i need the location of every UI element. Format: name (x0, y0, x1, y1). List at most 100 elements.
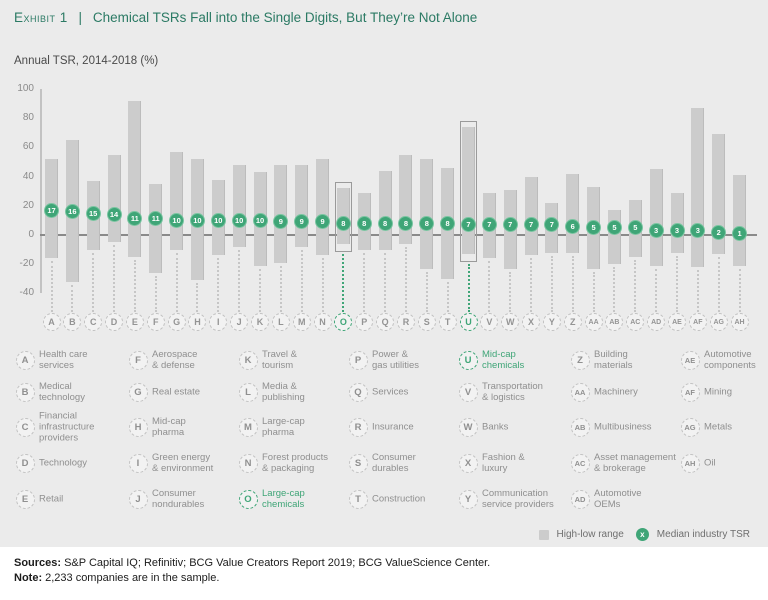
key-letter-w: W (458, 417, 478, 437)
leader-line-ad (655, 268, 658, 312)
key-label-y: Communication service providers (482, 488, 554, 510)
range-bar-l (274, 164, 288, 263)
range-bar-ad (649, 169, 663, 266)
key-letter-ab: AB (570, 417, 590, 437)
leader-line-q (384, 252, 387, 312)
median-badge-ah: 1 (732, 226, 748, 242)
footer: Sources: S&P Capital IQ; Refinitiv; BCG V… (0, 547, 768, 600)
category-letter-i: I (209, 313, 228, 331)
y-axis-tick-label: -40 (19, 287, 34, 299)
category-letter-o: O (334, 313, 353, 331)
key-label-d: Technology (39, 457, 88, 469)
median-badge-v: 7 (481, 217, 497, 233)
y-axis-tick-label: 0 (28, 229, 34, 240)
chart-subtitle: Annual TSR, 2014-2018 (%) (14, 55, 159, 67)
category-letter-l: L (271, 313, 290, 331)
category-letter-t: T (438, 313, 457, 331)
key-letter-af: AF (680, 382, 700, 402)
leader-line-g (175, 252, 178, 312)
key-letter-q: Q (348, 382, 368, 402)
key-label-ad: Automotive OEMs (594, 488, 642, 510)
key-label-u: Mid-cap chemicals (482, 349, 525, 371)
key-label-z: Building materials (594, 349, 633, 371)
category-letter-aa: AA (584, 313, 603, 331)
key-letter-n: N (238, 453, 258, 473)
median-badge-a: 17 (44, 202, 59, 218)
key-label-ah: Oil (704, 457, 716, 469)
key-label-ac: Asset management & brokerage (594, 452, 676, 474)
leader-line-ac (634, 259, 637, 312)
category-letter-ae: AE (668, 313, 686, 331)
median-badge-y: 7 (544, 217, 560, 233)
median-badge-i: 10 (210, 212, 226, 228)
note-label: Note: (14, 572, 43, 584)
median-badge-c: 15 (85, 205, 101, 221)
leader-line-w (509, 271, 512, 312)
category-letter-j: J (230, 313, 249, 331)
median-tsr-label: Median industry TSR (656, 529, 750, 540)
leader-line-n (321, 258, 324, 312)
leader-line-aa (592, 271, 595, 312)
key-letter-d: D (15, 453, 35, 473)
category-letter-v: V (480, 313, 499, 331)
leader-line-s (425, 271, 428, 312)
y-axis-line (40, 89, 42, 293)
key-letter-r: R (348, 417, 368, 437)
key-letter-ae: AE (680, 350, 700, 370)
highlight-box-u (460, 120, 477, 262)
leader-line-b (71, 284, 74, 312)
key-letter-z: Z (570, 350, 590, 370)
key-letter-k: K (238, 350, 258, 370)
key-label-q: Services (372, 386, 409, 398)
leader-line-h (196, 283, 199, 312)
leader-line-ab (613, 267, 616, 312)
key-label-k: Travel & tourism (262, 349, 298, 371)
category-letter-ac: AC (626, 313, 645, 331)
category-letter-af: AF (688, 313, 707, 331)
category-letter-d: D (105, 313, 124, 331)
median-badge-ac: 5 (627, 220, 643, 236)
range-bar-g (170, 151, 184, 250)
key-label-m: Large-cap pharma (262, 416, 305, 438)
median-badge-ae: 3 (669, 223, 685, 239)
median-badge-af: 3 (690, 223, 706, 239)
median-badge-f: 11 (148, 211, 164, 227)
key-letter-aa: AA (570, 382, 590, 402)
key-letter-l: L (238, 382, 258, 402)
key-label-t: Construction (372, 493, 426, 505)
category-letter-ah: AH (730, 313, 749, 331)
range-bar-d (107, 154, 121, 243)
key-label-j: Consumer nondurables (152, 488, 205, 510)
category-letter-u: U (459, 313, 478, 331)
key-label-aa: Machinery (594, 386, 638, 398)
median-badge-n: 9 (315, 214, 331, 230)
range-bar-ae (670, 192, 684, 253)
title-separator: | (78, 10, 83, 25)
leader-line-r (404, 246, 407, 312)
category-letter-f: F (146, 313, 165, 331)
category-letter-b: B (63, 313, 82, 331)
key-label-c: Financial infrastructure providers (39, 410, 95, 444)
key-letter-j: J (128, 489, 148, 509)
leader-line-a (50, 261, 53, 312)
median-badge-b: 16 (64, 204, 80, 220)
leader-line-ah (738, 268, 741, 312)
key-letter-o: O (238, 489, 258, 509)
range-bar-af (691, 107, 705, 268)
key-letter-v: V (458, 382, 478, 402)
key-label-s: Consumer durables (372, 452, 416, 474)
median-badge-s: 8 (419, 215, 435, 231)
key-letter-b: B (15, 382, 35, 402)
key-label-g: Real estate (152, 386, 201, 398)
key-label-af: Mining (704, 386, 732, 398)
leader-line-m (300, 249, 303, 312)
median-badge-p: 8 (356, 215, 372, 231)
category-letter-p: P (355, 313, 374, 331)
y-axis-tick-label: 40 (22, 170, 34, 182)
range-bar-s (420, 159, 434, 269)
range-bar-ab (607, 210, 621, 265)
exhibit-number-label: Exhibit 1 (14, 10, 68, 25)
median-badge-r: 8 (398, 215, 414, 231)
y-axis-tick-label: 100 (17, 83, 34, 94)
